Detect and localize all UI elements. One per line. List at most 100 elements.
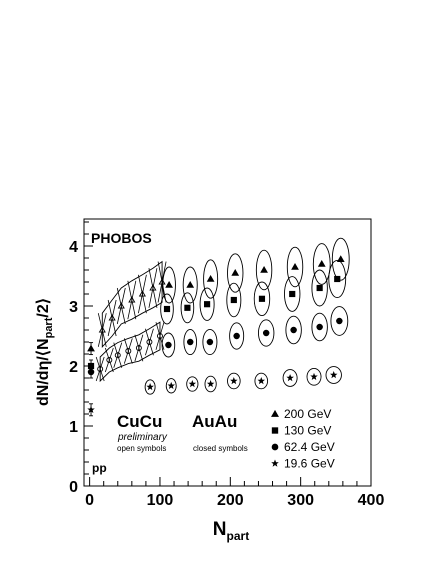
error-ellipse [202,328,218,356]
chart-title: PHOBOS [91,230,152,246]
x-axis-label-main: N [213,519,227,540]
data-point [158,278,166,285]
error-ellipse [285,315,302,345]
data-point [114,352,121,359]
data-point [146,339,153,345]
error-ellipses [89,237,350,417]
y-tick-label: 0 [69,479,78,496]
data-point [316,323,323,331]
error-ellipse [162,266,176,304]
error-ellipse [227,372,241,390]
cucu-band-hatch [113,342,123,368]
data-point [97,366,104,372]
data-point [87,362,95,370]
x-axis-label: Npart [213,519,249,543]
error-ellipse [330,306,349,336]
cucu-band-hatch [134,334,144,362]
data-point [149,284,157,291]
data-point [186,280,195,288]
error-ellipse [144,379,156,395]
data-point [334,275,341,283]
y-tick-label: 2 [69,359,78,376]
data-point [98,326,106,333]
error-ellipse [186,376,199,392]
error-ellipse [253,281,271,317]
data-point [336,317,343,325]
error-ellipse [328,259,347,299]
label-pp: pp [92,461,107,475]
data-point [87,344,95,352]
x-tick-label: 100 [147,492,174,509]
error-ellipse [258,319,275,347]
data-point [138,290,146,297]
x-axis-label-sub: part [227,529,250,543]
data-point [260,265,268,273]
error-ellipse [227,253,244,293]
y-axis-label-sub: part [43,317,55,338]
error-ellipse [199,287,215,321]
legend-marker [271,459,279,467]
data-point [165,341,172,349]
data-point [117,302,125,309]
y-tick-label: 1 [69,419,78,436]
legend-marker [271,427,279,434]
data-point [128,296,136,303]
data-markers [87,255,345,414]
data-point [163,305,171,313]
error-ellipse [161,332,176,358]
legend: 200 GeV 130 GeV 62.4 GeV 19.6 GeV [271,407,335,471]
legend-label: 200 GeV [284,407,331,421]
error-ellipse [254,372,269,390]
error-ellipse [312,243,331,285]
cucu-band-hatch [145,328,154,356]
data-point [316,284,323,292]
error-ellipse [226,282,242,318]
error-ellipse [203,259,219,299]
error-ellipse [160,293,174,325]
data-point [87,405,95,414]
data-point [167,381,175,390]
legend-label: 19.6 GeV [284,457,335,471]
data-point [165,280,173,288]
data-point [317,259,326,267]
data-point [186,338,194,346]
cucu-band-hatch [95,356,105,382]
label-open-symbols: open symbols [117,444,166,453]
y-tick-label: 4 [69,239,78,256]
error-ellipse [311,312,328,342]
label-closed-symbols: closed symbols [193,444,248,453]
data-point [157,333,163,339]
legend-label: 62.4 GeV [284,440,335,454]
data-point [146,383,154,391]
data-point [206,274,215,282]
cucu-band [99,321,161,383]
cucu-band-hatch [155,322,165,350]
data-point [330,371,338,379]
axis-ticks: 0 100 200 300 400 0 1 2 3 4 [69,221,385,509]
x-tick-label: 200 [217,492,244,509]
cucu-band-hatch [127,280,137,320]
error-ellipse [229,322,245,350]
data-point [204,301,211,308]
error-ellipse [306,367,322,386]
data-point [206,380,215,388]
data-point [135,345,142,351]
error-ellipse [282,369,298,387]
label-auau: AuAu [192,412,237,431]
x-tick-label: 300 [287,492,314,509]
x-tick-label: 0 [85,492,94,509]
x-tick-label: 400 [358,492,385,509]
y-tick-label: 3 [69,299,78,316]
data-point [286,374,294,382]
data-point [206,338,214,346]
error-ellipse [182,266,198,304]
data-point [184,304,191,311]
data-point [310,372,318,381]
data-point [291,262,299,270]
cucu-band-hatch [148,268,158,308]
y-axis-label-tail: /2⟩ [35,298,52,318]
cucu-band-hatch [107,299,117,337]
label-preliminary: preliminary [117,432,168,443]
error-ellipse [311,269,328,307]
error-ellipse [204,375,217,393]
